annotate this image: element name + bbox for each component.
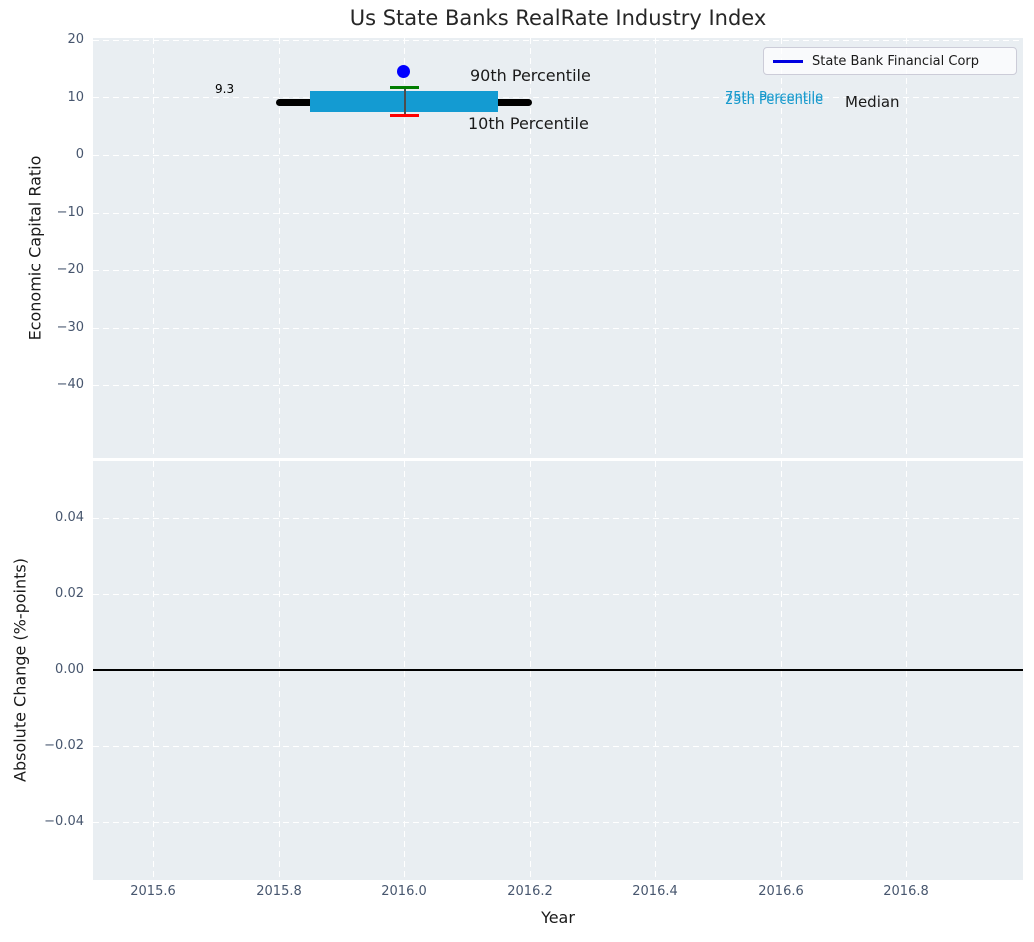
y-tick-label: −30 [56, 320, 84, 335]
gridline [93, 518, 1023, 519]
y-tick-label: 20 [67, 32, 84, 47]
x-axis-label: Year [541, 908, 575, 927]
gridline [93, 40, 1023, 41]
median-annotation: Median [845, 93, 900, 111]
gridline [93, 594, 1023, 595]
gridline [93, 822, 1023, 823]
gridline [655, 38, 656, 458]
bottom-y-axis-label: Absolute Change (%-points) [10, 558, 30, 782]
y-tick-label: 0.04 [55, 510, 84, 525]
errorbar-stem [404, 87, 406, 114]
p25-annotation: 25th Percentile [725, 93, 824, 108]
y-tick-label: 0.00 [55, 662, 84, 677]
gridline [781, 38, 782, 458]
x-tick-label: 2016.6 [758, 884, 804, 899]
y-tick-label: 0.02 [55, 586, 84, 601]
gridline [153, 38, 154, 458]
legend-box: State Bank Financial Corp [763, 47, 1017, 75]
errorbar-cap-10th [390, 114, 419, 117]
bottom-plot-area [93, 461, 1023, 880]
gridline [404, 38, 405, 458]
company-data-point [397, 65, 410, 78]
y-tick-label: −10 [56, 205, 84, 220]
y-tick-label: −20 [56, 262, 84, 277]
y-tick-label: −0.02 [44, 738, 84, 753]
errorbar-cap-90th [390, 86, 419, 89]
median-value-label: 9.3 [215, 82, 235, 96]
gridline [279, 38, 280, 458]
x-tick-label: 2016.4 [632, 884, 678, 899]
gridline [93, 213, 1023, 214]
y-tick-label: 0 [75, 147, 84, 162]
gridline [93, 385, 1023, 386]
x-tick-label: 2016.2 [507, 884, 553, 899]
p75-annotation: 75th Percentile [725, 90, 824, 105]
gridline [93, 746, 1023, 747]
y-tick-label: −40 [56, 377, 84, 392]
y-tick-label: 10 [67, 90, 84, 105]
gridline [93, 97, 1023, 98]
chart-title: Us State Banks RealRate Industry Index [349, 6, 767, 30]
top-plot-area: 9.3 90th Percentile 10th Percentile 75th… [93, 38, 1023, 458]
p90-annotation: 90th Percentile [470, 66, 591, 85]
x-tick-label: 2015.6 [130, 884, 176, 899]
p10-annotation: 10th Percentile [468, 114, 589, 133]
y-tick-label: −0.04 [44, 814, 84, 829]
gridline [906, 38, 907, 458]
x-tick-label: 2016.0 [381, 884, 427, 899]
x-tick-label: 2015.8 [256, 884, 302, 899]
legend-label: State Bank Financial Corp [812, 53, 980, 69]
zero-change-line [93, 669, 1023, 671]
legend-line-sample [773, 59, 803, 63]
gridline [530, 38, 531, 458]
gridline [93, 270, 1023, 271]
gridline [93, 155, 1023, 156]
top-y-axis-label: Economic Capital Ratio [25, 155, 45, 341]
gridline [93, 328, 1023, 329]
x-tick-label: 2016.8 [883, 884, 929, 899]
